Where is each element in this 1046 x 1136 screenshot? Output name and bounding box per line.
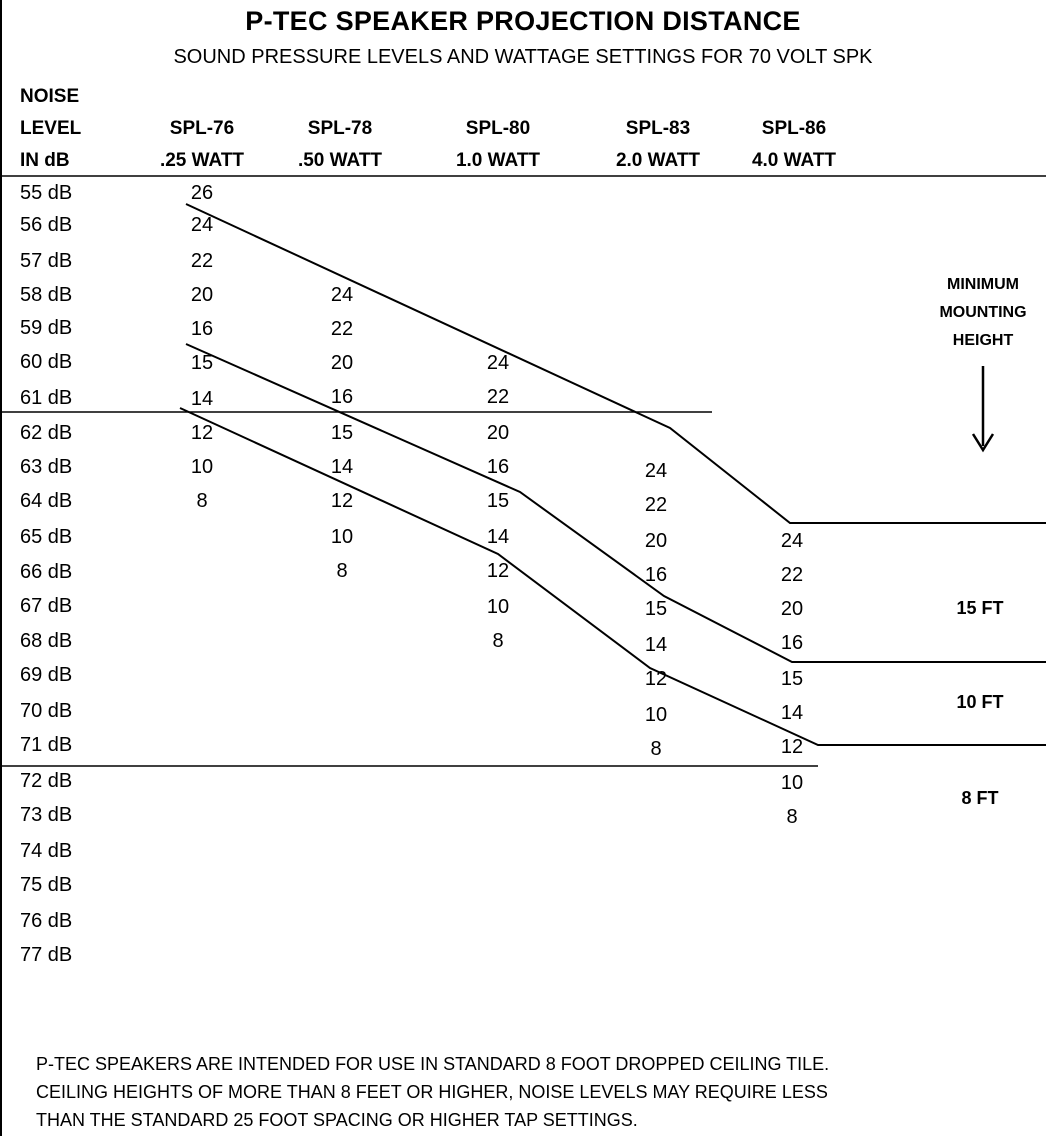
- boundary-line-10ft: [185, 343, 1046, 663]
- distance-cell: 12: [780, 736, 804, 758]
- noise-level-label: 58 dB: [20, 284, 73, 306]
- distance-cell: 22: [644, 494, 668, 516]
- column-header-watt83: 2.0 WATT: [615, 150, 701, 171]
- footnote-line-3: THAN THE STANDARD 25 FOOT SPACING OR HIG…: [36, 1110, 638, 1130]
- footnote: P-TEC SPEAKERS ARE INTENDED FOR USE IN S…: [36, 1050, 829, 1134]
- distance-cell: 16: [780, 632, 804, 654]
- distance-cell: 20: [780, 598, 804, 620]
- height-label-8ft: 8 FT: [961, 788, 999, 808]
- distance-cell: 24: [644, 460, 668, 482]
- column-header-watt78: .50 WATT: [297, 150, 383, 171]
- distance-cell: 15: [330, 422, 354, 444]
- noise-level-label: 74 dB: [20, 840, 73, 862]
- distance-cell: 22: [330, 318, 354, 340]
- distance-cell: 22: [780, 564, 804, 586]
- distance-cell: 24: [190, 214, 214, 236]
- distance-cell: 10: [780, 772, 804, 794]
- distance-cell: 15: [486, 490, 510, 512]
- noise-level-label: 68 dB: [20, 630, 73, 652]
- noise-level-label: 60 dB: [20, 351, 73, 373]
- noise-level-label: 77 dB: [20, 944, 73, 966]
- distance-cell: 24: [330, 284, 354, 306]
- noise-level-label: 57 dB: [20, 250, 73, 272]
- down-arrow-icon: [971, 366, 995, 453]
- distance-cell: 16: [644, 564, 668, 586]
- distance-cell: 15: [780, 668, 804, 690]
- distance-cell: 20: [486, 422, 510, 444]
- noise-level-label: 61 dB: [20, 387, 73, 409]
- distance-cell: 12: [190, 422, 214, 444]
- distance-cell: 14: [190, 388, 214, 410]
- side-label-height: HEIGHT: [952, 332, 1014, 349]
- column-header-watt86: 4.0 WATT: [751, 150, 837, 171]
- distance-cell: 24: [780, 530, 804, 552]
- distance-cell: 8: [196, 490, 208, 512]
- distance-cell: 20: [190, 284, 214, 306]
- distance-cell: 10: [330, 526, 354, 548]
- distance-cell: 12: [486, 560, 510, 582]
- noise-header-line-3: IN dB: [20, 150, 70, 171]
- noise-level-label: 55 dB: [20, 182, 73, 204]
- distance-cell: 22: [486, 386, 510, 408]
- height-label-15ft: 15 FT: [956, 598, 1004, 618]
- noise-level-label: 75 dB: [20, 874, 73, 896]
- noise-level-label: 66 dB: [20, 561, 73, 583]
- distance-cell: 12: [330, 490, 354, 512]
- noise-level-label: 73 dB: [20, 804, 73, 826]
- distance-cell: 22: [190, 250, 214, 272]
- height-label-10ft: 10 FT: [956, 692, 1004, 712]
- column-header-spl83: SPL-83: [625, 118, 691, 139]
- noise-level-label: 65 dB: [20, 526, 73, 548]
- noise-level-label: 62 dB: [20, 422, 73, 444]
- noise-level-label: 72 dB: [20, 770, 73, 792]
- distance-cell: 10: [190, 456, 214, 478]
- noise-level-label: 56 dB: [20, 214, 73, 236]
- distance-cell: 8: [650, 738, 662, 760]
- column-header-spl78: SPL-78: [307, 118, 373, 139]
- distance-cell: 16: [190, 318, 214, 340]
- distance-cell: 15: [644, 598, 668, 620]
- distance-cell: 14: [644, 634, 668, 656]
- footnote-line-1: P-TEC SPEAKERS ARE INTENDED FOR USE IN S…: [36, 1054, 830, 1074]
- noise-header-line-2: LEVEL: [20, 118, 82, 139]
- document-title: P-TEC SPEAKER PROJECTION DISTANCE: [245, 6, 801, 36]
- noise-level-label: 69 dB: [20, 664, 73, 686]
- noise-level-label: 59 dB: [20, 317, 73, 339]
- noise-level-label: 63 dB: [20, 456, 73, 478]
- column-header-spl80: SPL-80: [465, 118, 531, 139]
- noise-level-label: 67 dB: [20, 595, 73, 617]
- column-header-watt76: .25 WATT: [159, 150, 245, 171]
- noise-level-label: 70 dB: [20, 700, 73, 722]
- side-label-minimum: MINIMUM: [947, 276, 1019, 293]
- column-header-spl86: SPL-86: [761, 118, 827, 139]
- distance-cell: 8: [336, 560, 348, 582]
- distance-cell: 10: [486, 596, 510, 618]
- distance-cell: 15: [190, 352, 214, 374]
- noise-header-line-1: NOISE: [20, 86, 80, 107]
- boundary-line-15ft: [185, 203, 1046, 524]
- distance-cell: 14: [780, 702, 804, 724]
- distance-cell: 26: [190, 182, 214, 204]
- distance-cell: 14: [330, 456, 354, 478]
- distance-cell: 16: [486, 456, 510, 478]
- distance-cell: 14: [486, 526, 510, 548]
- noise-level-label: 71 dB: [20, 734, 73, 756]
- noise-level-label: 64 dB: [20, 490, 73, 512]
- distance-cell: 8: [786, 806, 798, 828]
- column-header-spl76: SPL-76: [169, 118, 235, 139]
- boundary-line-8ft: [179, 407, 1046, 746]
- distance-cell: 24: [486, 352, 510, 374]
- distance-cell: 8: [492, 630, 504, 652]
- side-label-mounting: MOUNTING: [939, 304, 1027, 321]
- column-header-watt80: 1.0 WATT: [455, 150, 541, 171]
- distance-cell: 20: [330, 352, 354, 374]
- footnote-line-2: CEILING HEIGHTS OF MORE THAN 8 FEET OR H…: [36, 1082, 828, 1102]
- noise-level-label: 76 dB: [20, 910, 73, 932]
- distance-cell: 16: [330, 386, 354, 408]
- distance-cell: 20: [644, 530, 668, 552]
- document-subtitle: SOUND PRESSURE LEVELS AND WATTAGE SETTIN…: [173, 46, 873, 68]
- distance-cell: 10: [644, 704, 668, 726]
